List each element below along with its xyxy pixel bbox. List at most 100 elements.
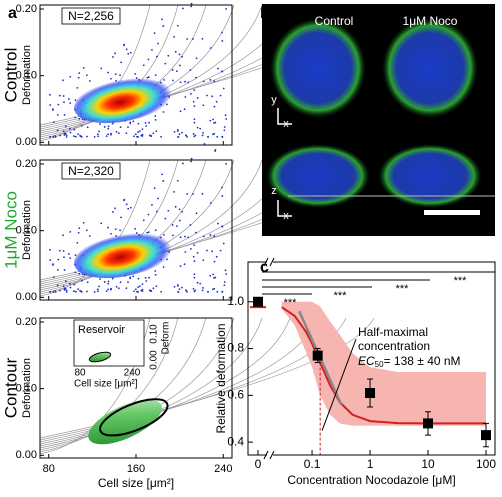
scatter-dot: [221, 225, 223, 228]
scatter-dot: [86, 281, 89, 284]
scatter-dot: [213, 132, 216, 135]
scatter-dot: [202, 131, 204, 134]
scatter-dot: [193, 89, 196, 92]
scatter-dot: [181, 55, 183, 58]
scatter-dot: [117, 287, 120, 290]
scatter-dot: [49, 290, 52, 293]
axis-letter: z: [271, 185, 277, 197]
y-tick-label: 0.20: [16, 3, 37, 15]
y-tick-label: 1.0: [227, 294, 244, 308]
scatter-dot: [223, 281, 226, 283]
scatter-dot: [110, 77, 112, 80]
scatter-dot: [192, 288, 195, 290]
scatter-dot: [179, 265, 182, 268]
scatter-dot: [225, 8, 228, 10]
scatter-dot: [175, 225, 178, 228]
scatter-dot: [129, 51, 132, 54]
data-point: [423, 418, 434, 429]
scatter-dot: [153, 32, 156, 35]
inset-x-label: Cell size [μm²]: [74, 379, 138, 390]
scatter-dot: [193, 276, 196, 279]
scatter-dot: [52, 121, 55, 124]
y-tick-label: 0.20: [16, 158, 37, 170]
scatter-dot: [59, 289, 62, 292]
scatter-dot: [137, 122, 140, 125]
scatter-dot: [134, 133, 137, 136]
scatter-dot: [184, 96, 187, 98]
scatter-dot: [154, 229, 157, 232]
scatter-dot: [214, 121, 217, 124]
scatter-dot: [76, 241, 79, 244]
scatter-dot: [174, 50, 177, 53]
scatter-dot: [148, 276, 150, 279]
scatter-dot: [88, 235, 91, 237]
scatter-dot: [56, 129, 59, 132]
scatter-dot: [114, 52, 117, 55]
y-tick-label: 0.10: [16, 383, 37, 395]
scatter-dot: [221, 291, 224, 293]
scatter-dot: [63, 114, 66, 116]
scatter-dot: [177, 291, 180, 293]
scatter-dot: [223, 126, 226, 128]
scatter-dot: [185, 289, 188, 292]
scatter-dot: [221, 195, 224, 197]
scatter-dot: [129, 276, 132, 279]
inset-title: Reservoir: [78, 324, 125, 336]
scatter-dot: [119, 229, 121, 232]
cell: [382, 18, 478, 118]
scatter-dot: [54, 135, 57, 138]
scatter-dot: [100, 222, 103, 225]
scatter-dot: [221, 136, 224, 138]
scatter-dot: [177, 136, 180, 138]
scatter-dot: [107, 280, 110, 283]
scatter-dot: [201, 134, 204, 137]
scatter-dot: [133, 290, 135, 293]
scatter-dot: [184, 80, 186, 83]
scatter-dot: [57, 103, 60, 106]
guide-curve: [39, 317, 263, 447]
break-mark: [263, 450, 275, 460]
scatter-dot: [119, 126, 122, 129]
scatter-dot: [222, 87, 225, 90]
scatter-dot: [213, 260, 216, 263]
scatter-dot: [196, 97, 199, 99]
scatter-dot: [74, 254, 77, 256]
scatter-dot: [52, 263, 54, 266]
scatter-dot: [63, 256, 65, 258]
scatter-dot: [201, 289, 204, 292]
scatter-dot: [183, 263, 186, 266]
scatter-dot: [212, 273, 215, 276]
scatter-dot: [154, 118, 157, 121]
cell: [266, 144, 370, 208]
scatter-dot: [192, 193, 194, 195]
scatter-dot: [125, 132, 128, 134]
scatter-dot: [153, 187, 156, 190]
scatter-dot: [74, 290, 77, 293]
condition-label: Control: [315, 14, 354, 28]
guide-curve: [39, 159, 263, 289]
scatter-dot: [185, 134, 188, 137]
scatter-dot: [195, 76, 197, 79]
scatter-dot: [199, 282, 202, 285]
scatter-dot: [155, 130, 158, 133]
scatter-dot: [189, 247, 192, 250]
scatter-dot: [78, 72, 81, 75]
scatter-dot: [215, 100, 218, 103]
scatter-dot: [155, 285, 158, 288]
scatter-dot: [103, 126, 106, 128]
scatter-dot: [201, 37, 204, 40]
scatter-dot: [151, 204, 153, 206]
scatter-dot: [112, 211, 114, 213]
scatter-dot: [115, 285, 118, 288]
scatter-dot: [184, 235, 186, 238]
guide-curve: [39, 4, 263, 134]
scatter-dot: [173, 130, 176, 133]
scatter-dot: [49, 135, 52, 138]
y-tick-label: 0.00: [16, 136, 37, 148]
scatter-dot: [141, 128, 144, 131]
scatter-dot: [178, 53, 181, 56]
scatter-dot: [193, 105, 196, 108]
data-point: [312, 350, 323, 361]
sig-label: ***: [454, 275, 468, 287]
scatter-dot: [211, 250, 214, 253]
